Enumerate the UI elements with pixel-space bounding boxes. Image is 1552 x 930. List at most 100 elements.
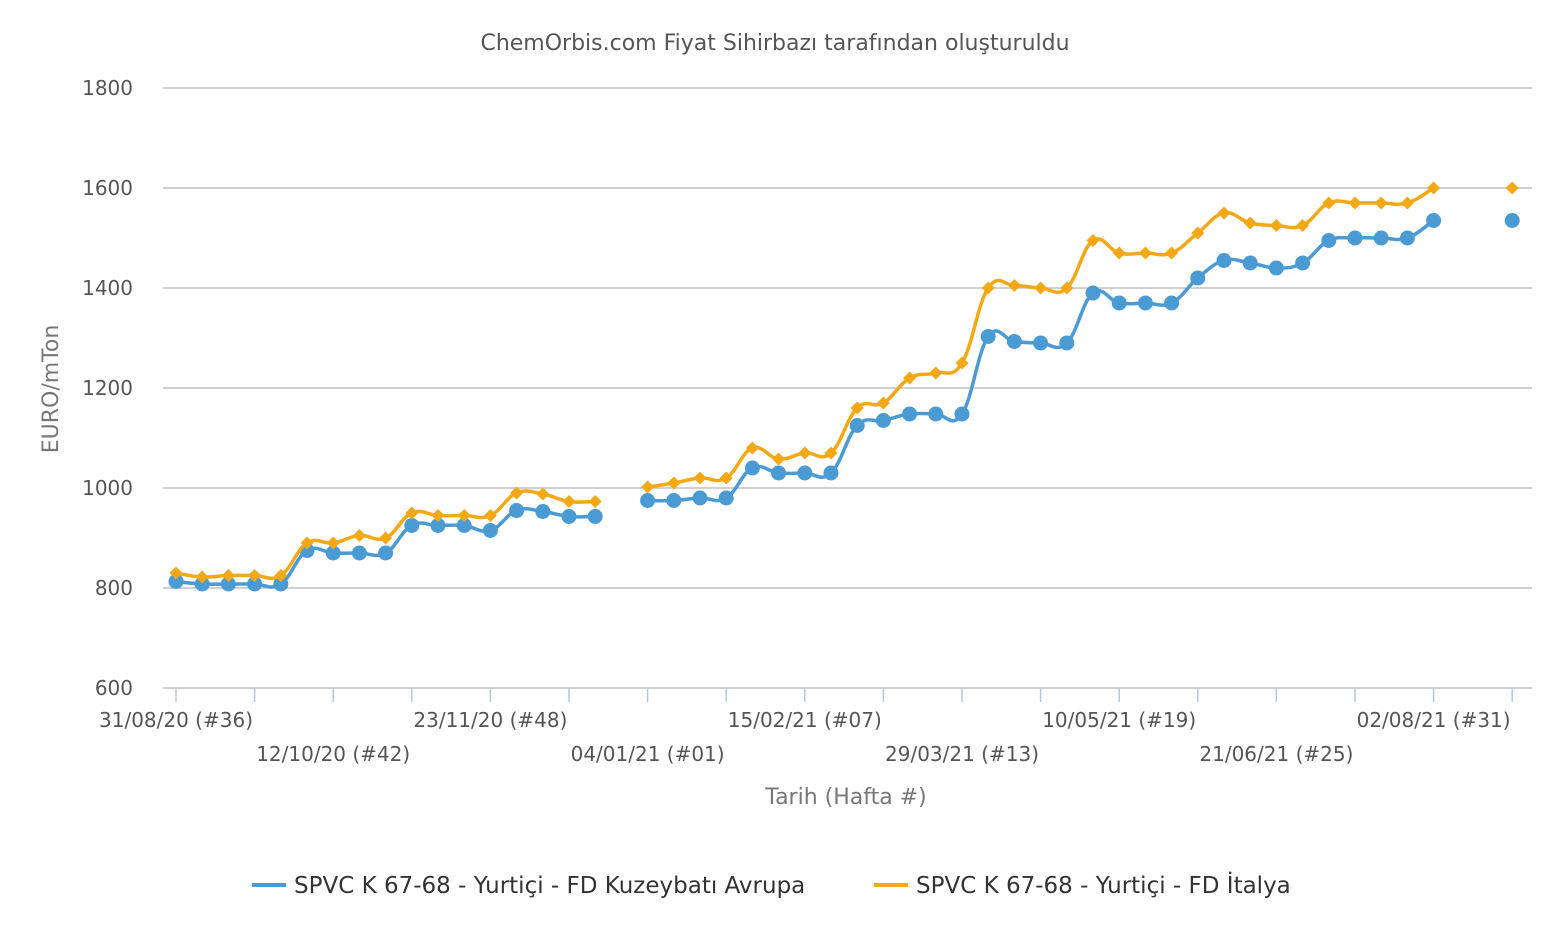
data-point-circle[interactable] <box>1242 255 1258 271</box>
data-point-circle[interactable] <box>1085 285 1101 301</box>
data-point-circle[interactable] <box>1006 334 1022 349</box>
data-point-diamond[interactable] <box>641 480 655 494</box>
data-point-diamond[interactable] <box>431 509 445 522</box>
data-point-circle[interactable] <box>875 413 891 428</box>
data-point-diamond[interactable] <box>667 476 681 490</box>
legend-item-1[interactable]: SPVC K 67-68 - Yurtiçi - FD İtalya <box>874 871 1291 899</box>
data-point-diamond[interactable] <box>405 506 419 520</box>
data-point-circle[interactable] <box>902 406 918 422</box>
data-point-diamond[interactable] <box>1165 246 1179 260</box>
data-point-diamond[interactable] <box>562 495 576 508</box>
data-point-diamond[interactable] <box>195 570 209 584</box>
data-point-circle[interactable] <box>220 576 236 592</box>
data-point-diamond[interactable] <box>1034 281 1048 295</box>
data-point-circle[interactable] <box>744 460 760 476</box>
data-point-diamond[interactable] <box>588 495 602 508</box>
data-point-circle[interactable] <box>823 465 839 481</box>
data-point-circle[interactable] <box>351 545 367 561</box>
data-point-circle[interactable] <box>378 545 394 561</box>
legend-item-0[interactable]: SPVC K 67-68 - Yurtiçi - FD Kuzeybatı Av… <box>252 873 805 899</box>
data-point-circle[interactable] <box>168 574 184 589</box>
data-point-circle[interactable] <box>587 509 603 524</box>
data-point-diamond[interactable] <box>745 441 759 455</box>
data-point-diamond[interactable] <box>1269 219 1283 232</box>
data-point-diamond[interactable] <box>772 452 786 466</box>
data-point-circle[interactable] <box>849 418 865 433</box>
data-point-circle[interactable] <box>1111 295 1127 311</box>
data-point-circle[interactable] <box>456 518 472 533</box>
data-point-diamond[interactable] <box>379 531 393 545</box>
data-point-circle[interactable] <box>1295 255 1311 271</box>
data-point-diamond[interactable] <box>1296 219 1310 232</box>
data-point-circle[interactable] <box>404 518 420 533</box>
data-point-diamond[interactable] <box>693 471 707 485</box>
data-point-circle[interactable] <box>1190 270 1206 286</box>
data-point-diamond[interactable] <box>876 396 890 410</box>
data-point-circle[interactable] <box>273 576 289 592</box>
data-point-diamond[interactable] <box>483 509 497 522</box>
data-point-circle[interactable] <box>535 504 551 519</box>
data-point-diamond[interactable] <box>929 366 943 380</box>
data-point-circle[interactable] <box>1504 213 1520 228</box>
data-point-diamond[interactable] <box>1007 279 1021 292</box>
data-point-diamond[interactable] <box>248 569 262 582</box>
data-point-circle[interactable] <box>954 406 970 422</box>
data-point-diamond[interactable] <box>1060 281 1074 295</box>
data-point-diamond[interactable] <box>536 487 550 501</box>
data-point-circle[interactable] <box>325 545 341 561</box>
data-point-circle[interactable] <box>561 509 577 524</box>
data-point-diamond[interactable] <box>903 371 917 385</box>
data-point-circle[interactable] <box>640 493 656 508</box>
data-point-circle[interactable] <box>194 576 210 592</box>
data-point-circle[interactable] <box>247 576 263 592</box>
data-point-diamond[interactable] <box>510 486 524 500</box>
data-point-circle[interactable] <box>482 523 498 538</box>
data-point-diamond[interactable] <box>850 401 864 415</box>
data-point-diamond[interactable] <box>1243 216 1257 230</box>
data-point-circle[interactable] <box>1373 230 1389 246</box>
data-point-diamond[interactable] <box>824 446 838 460</box>
data-point-diamond[interactable] <box>274 569 288 582</box>
data-point-circle[interactable] <box>1321 233 1337 248</box>
data-point-circle[interactable] <box>509 503 525 518</box>
data-point-diamond[interactable] <box>352 529 366 542</box>
data-point-diamond[interactable] <box>326 536 340 550</box>
data-point-diamond[interactable] <box>1322 196 1336 210</box>
data-point-diamond[interactable] <box>221 569 235 582</box>
data-point-diamond[interactable] <box>1427 181 1441 195</box>
data-point-diamond[interactable] <box>955 356 969 370</box>
data-point-circle[interactable] <box>1033 335 1049 351</box>
data-point-circle[interactable] <box>1216 253 1232 268</box>
data-point-diamond[interactable] <box>1217 206 1231 220</box>
data-point-diamond[interactable] <box>1400 196 1414 210</box>
data-point-circle[interactable] <box>1137 295 1153 311</box>
data-point-circle[interactable] <box>928 406 944 422</box>
data-point-diamond[interactable] <box>1112 246 1126 260</box>
data-point-circle[interactable] <box>718 490 734 506</box>
data-point-diamond[interactable] <box>1191 226 1205 240</box>
legend[interactable]: SPVC K 67-68 - Yurtiçi - FD Kuzeybatı Av… <box>252 871 1291 899</box>
data-point-circle[interactable] <box>771 465 787 481</box>
data-point-circle[interactable] <box>1347 230 1363 246</box>
data-point-circle[interactable] <box>1268 260 1284 276</box>
data-point-diamond[interactable] <box>719 471 733 485</box>
data-point-diamond[interactable] <box>1138 246 1152 260</box>
data-point-circle[interactable] <box>1164 295 1180 311</box>
data-point-diamond[interactable] <box>798 446 812 460</box>
data-point-circle[interactable] <box>1059 335 1075 351</box>
data-point-diamond[interactable] <box>1374 196 1388 210</box>
data-point-circle[interactable] <box>666 493 682 508</box>
data-point-circle[interactable] <box>1399 230 1415 246</box>
data-point-diamond[interactable] <box>169 566 183 580</box>
data-point-circle[interactable] <box>980 329 996 344</box>
data-point-diamond[interactable] <box>457 509 471 522</box>
data-point-circle[interactable] <box>692 490 708 506</box>
data-point-circle[interactable] <box>797 465 813 481</box>
data-point-circle[interactable] <box>430 518 446 533</box>
data-point-diamond[interactable] <box>300 536 314 550</box>
data-point-diamond[interactable] <box>1505 181 1519 195</box>
data-point-diamond[interactable] <box>1086 234 1100 247</box>
data-point-diamond[interactable] <box>1348 196 1362 210</box>
data-point-diamond[interactable] <box>981 281 995 295</box>
data-point-circle[interactable] <box>1426 213 1442 228</box>
